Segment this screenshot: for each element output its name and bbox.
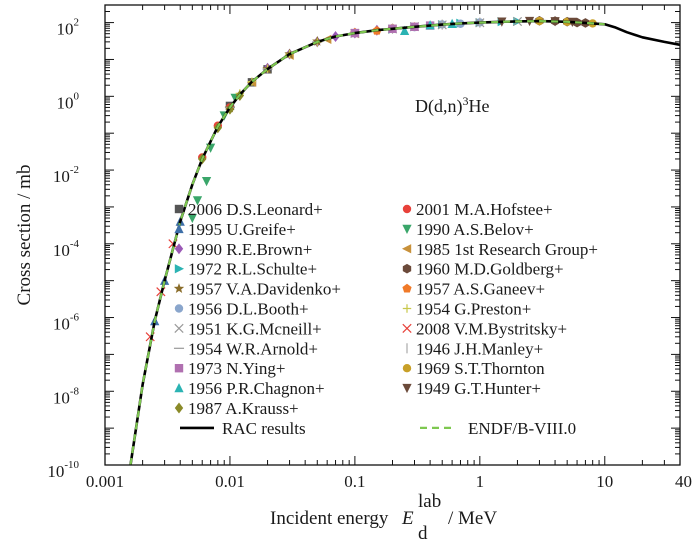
- legend-label: 1995 U.Greife+: [188, 220, 296, 239]
- legend-marker: [402, 383, 412, 394]
- legend-marker: [402, 304, 412, 313]
- data-point: [399, 25, 410, 35]
- x-tick-label: 1: [476, 472, 485, 491]
- legend-label: 1949 G.T.Hunter+: [416, 379, 541, 398]
- y-axis-label: Cross section / mb: [14, 165, 35, 306]
- legend-label: 1973 N.Ying+: [188, 359, 285, 378]
- legend-marker: [402, 204, 412, 214]
- svg-text:/ MeV: / MeV: [448, 508, 497, 529]
- legend-label: 1954 W.R.Arnold+: [188, 339, 318, 358]
- legend-marker: [401, 244, 412, 254]
- x-tick-label: 0.001: [86, 472, 124, 491]
- y-tick-label: 100: [57, 90, 80, 112]
- legend-label: 1969 S.T.Thornton: [416, 359, 545, 378]
- legend-label: RAC results: [222, 419, 306, 438]
- svg-text:E: E: [401, 508, 414, 529]
- legend-label: 2008 V.M.Bystritsky+: [416, 319, 567, 338]
- svg-text:d: d: [418, 523, 428, 544]
- axis-ticks: 0.001 0.01 0.1 1 10 40 10-10 10-8 10-6 10-4 10-2 10…: [47, 4, 692, 491]
- legend-marker: [174, 204, 184, 214]
- legend-marker: [402, 323, 412, 334]
- y-tick-label: 10-6: [53, 312, 80, 334]
- legend-marker: [402, 364, 412, 373]
- legend-marker: [174, 402, 184, 414]
- x-tick-label: 0.1: [344, 472, 365, 491]
- legend-label: 1951 K.G.Mcneill+: [188, 319, 322, 338]
- curves: [129, 19, 681, 466]
- x-tick-label: 10: [596, 472, 613, 491]
- legend-label: 1990 A.S.Belov+: [416, 220, 534, 239]
- legend-label: 2001 M.A.Hofstee+: [416, 200, 553, 219]
- legend-label: 1956 D.L.Booth+: [188, 300, 309, 319]
- legend-label: 1957 V.A.Davidenko+: [188, 280, 341, 299]
- legend-label: 1956 P.R.Chagnon+: [188, 379, 325, 398]
- plot-frame: [104, 4, 681, 466]
- legend-marker: [402, 283, 412, 293]
- legend-marker: [174, 323, 184, 334]
- legend-label: ENDF/B-VIII.0: [468, 419, 576, 438]
- legend-label: 1990 R.E.Brown+: [188, 240, 312, 259]
- legend-marker: [174, 383, 184, 393]
- legend-label: 1985 1st Research Group+: [416, 240, 598, 259]
- legend-label: 1960 M.D.Goldberg+: [416, 260, 564, 279]
- y-tick-label: 10-8: [53, 385, 80, 407]
- legend-label: 1987 A.Krauss+: [188, 399, 299, 418]
- legend-marker: [173, 283, 185, 294]
- x-tick-label: 40: [675, 472, 692, 491]
- legend-label: 1957 A.S.Ganeev+: [416, 280, 545, 299]
- legend-label: 1972 R.L.Schulte+: [188, 260, 317, 279]
- legend-marker: [174, 304, 184, 313]
- legend-marker: [174, 223, 184, 234]
- legend-marker: [174, 364, 184, 373]
- reaction-annotation: D(d,n)3He: [415, 94, 490, 117]
- legend-marker: [174, 264, 185, 274]
- data-point: [192, 196, 203, 206]
- svg-text:Incident energy: Incident energy: [270, 508, 389, 529]
- y-tick-label: 102: [57, 17, 80, 39]
- legend-label: 1954 G.Preston+: [416, 300, 531, 319]
- y-tick-label: 10-10: [47, 459, 79, 481]
- legend-marker: [402, 224, 412, 234]
- curve-line: [129, 20, 605, 466]
- legend-label: 2006 D.S.Leonard+: [188, 200, 323, 219]
- legend-marker: [402, 263, 412, 274]
- legend: 2006 D.S.Leonard+ 2001 M.A.Hofstee+ 1995 U…: [173, 200, 598, 438]
- x-axis-label: Incident energy E lab d / MeV: [270, 491, 497, 544]
- x-tick-label: 0.01: [215, 472, 245, 491]
- legend-marker: [174, 243, 184, 255]
- data-point: [201, 176, 212, 187]
- data-point: [187, 213, 197, 224]
- legend-label: 1946 J.H.Manley+: [416, 339, 543, 358]
- svg-text:lab: lab: [418, 491, 441, 512]
- y-tick-label: 10-2: [53, 164, 79, 186]
- y-tick-label: 10-4: [53, 238, 80, 260]
